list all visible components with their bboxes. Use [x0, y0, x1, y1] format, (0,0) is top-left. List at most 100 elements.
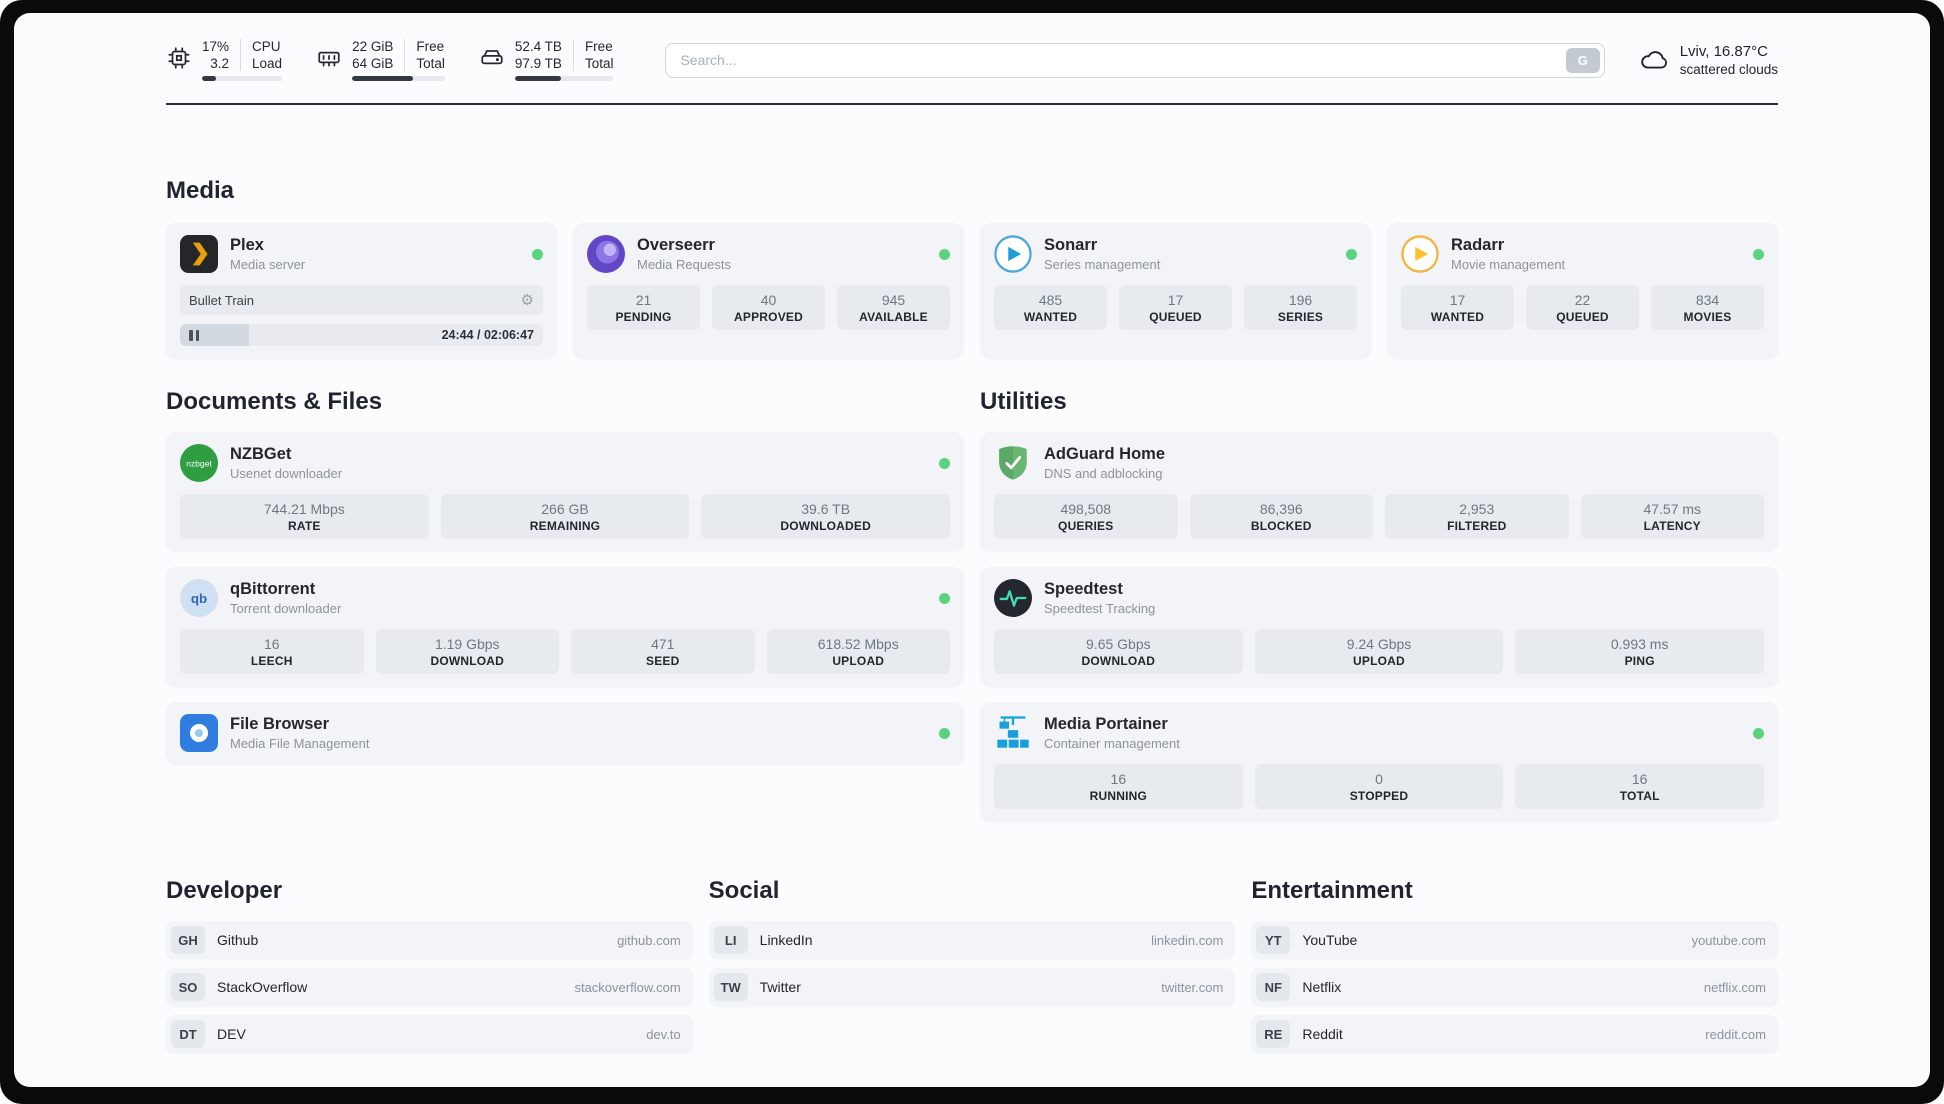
status-online-dot [939, 727, 950, 739]
radarr-icon [1401, 235, 1439, 273]
nzbget-icon: nzbget [180, 444, 218, 482]
stat-series: 196 SERIES [1244, 285, 1357, 330]
gear-icon[interactable]: ⚙ [520, 290, 534, 309]
status-online-dot [939, 457, 950, 469]
bookmark-github[interactable]: GH Github github.com [166, 921, 693, 959]
stat-queued: 17 QUEUED [1119, 285, 1232, 330]
cpu-label: CPU [252, 39, 281, 54]
bookmark-name: Netflix [1302, 979, 1342, 995]
svg-text:qb: qb [191, 591, 207, 606]
bookmark-stackoverflow[interactable]: SO StackOverflow stackoverflow.com [166, 968, 693, 1006]
status-online-dot [1346, 248, 1357, 260]
portainer-app-link[interactable]: Media Portainer Container management [994, 714, 1764, 752]
bookmark-linkedin[interactable]: LI LinkedIn linkedin.com [708, 921, 1236, 959]
app-name: Plex [230, 236, 264, 255]
stat-download: 1.19 Gbps DOWNLOAD [375, 629, 559, 674]
bookmark-domain: twitter.com [1161, 979, 1224, 995]
adguard-icon [994, 444, 1032, 482]
ram-progress-bar [352, 76, 445, 81]
bookmark-abbr: GH [171, 926, 205, 954]
bookmark-dev[interactable]: DT DEV dev.to [166, 1015, 693, 1053]
filebrowser-icon [180, 714, 218, 752]
section-title-utilities: Utilities [980, 388, 1067, 415]
app-name: Radarr [1451, 236, 1505, 255]
bookmark-abbr: SO [171, 973, 205, 1001]
cpu-chip-icon [166, 39, 192, 71]
plex-card: Plex Media server Bullet Train ⚙ 24:44 /… [166, 223, 557, 358]
utilities-column: Utilities AdGuard Home D [980, 388, 1778, 821]
disk-metric: 52.4 TB 97.9 TB Free Total [479, 39, 614, 81]
search-engine-button[interactable]: G [1565, 47, 1600, 73]
ram-total-label: Total [416, 56, 445, 71]
stat-rate: 744.21 Mbps RATE [180, 494, 429, 539]
speedtest-icon [994, 579, 1032, 617]
filebrowser-card: File Browser Media File Management [166, 702, 964, 764]
qbittorrent-app-link[interactable]: qb qBittorrent Torrent downloader [180, 579, 950, 617]
qbittorrent-card: qb qBittorrent Torrent downloader 16 LEE… [166, 567, 964, 686]
playback-progress-bar[interactable]: 24:44 / 02:06:47 [180, 324, 543, 346]
app-description: Torrent downloader [230, 600, 342, 616]
nzbget-app-link[interactable]: nzbget NZBGet Usenet downloader [180, 444, 950, 482]
bookmark-domain: dev.to [646, 1026, 681, 1042]
overseerr-app-link[interactable]: Overseerr Media Requests [587, 235, 950, 273]
bookmark-reddit[interactable]: RE Reddit reddit.com [1251, 1015, 1778, 1053]
bookmark-name: Github [217, 932, 259, 948]
bookmark-youtube[interactable]: YT YouTube youtube.com [1251, 921, 1778, 959]
app-name: Sonarr [1044, 236, 1098, 255]
cpu-progress-bar [202, 76, 283, 81]
bookmark-twitter[interactable]: TW Twitter twitter.com [708, 968, 1236, 1006]
app-description: Media File Management [230, 735, 370, 751]
sonarr-app-link[interactable]: Sonarr Series management [994, 235, 1357, 273]
bookmark-name: Reddit [1302, 1026, 1343, 1042]
bookmark-abbr: NF [1256, 973, 1291, 1001]
sonarr-icon [994, 235, 1032, 273]
social-bookmarks: Social LI LinkedIn linkedin.com TW Twitt… [708, 877, 1236, 1006]
top-bar: 17% 3.2 CPU Load [166, 39, 1778, 81]
stat-downloaded: 39.6 TB DOWNLOADED [701, 494, 950, 539]
search-input[interactable] [665, 42, 1605, 78]
bookmark-netflix[interactable]: NF Netflix netflix.com [1251, 968, 1778, 1006]
bookmark-domain: netflix.com [1703, 979, 1766, 995]
speedtest-app-link[interactable]: Speedtest Speedtest Tracking [994, 579, 1764, 617]
app-description: Usenet downloader [230, 465, 343, 481]
bookmark-abbr: RE [1256, 1020, 1291, 1048]
dashboard-page: 17% 3.2 CPU Load [14, 13, 1930, 1087]
bookmark-abbr: YT [1256, 926, 1291, 954]
weather-condition: scattered clouds [1679, 62, 1778, 77]
stat-remaining: 266 GB REMAINING [440, 494, 690, 539]
status-online-dot [1753, 248, 1764, 260]
entertainment-bookmarks: Entertainment YT YouTube youtube.com NF … [1251, 877, 1778, 1053]
svg-text:nzbget: nzbget [186, 458, 212, 468]
section-title-social: Social [708, 877, 780, 904]
disk-free-label: Free [584, 39, 613, 54]
stat-pending: 21 PENDING [587, 285, 700, 330]
search-bar: G [665, 42, 1605, 78]
app-name: Overseerr [637, 236, 715, 255]
status-online-dot [939, 248, 950, 260]
section-title-developer: Developer [166, 877, 283, 904]
cpu-metric: 17% 3.2 CPU Load [166, 39, 283, 81]
app-name: NZBGet [230, 445, 292, 464]
bookmark-domain: youtube.com [1691, 932, 1766, 948]
stat-approved: 40 APPROVED [712, 285, 825, 330]
bookmark-name: Twitter [759, 979, 801, 995]
stat-blocked: 86,396 BLOCKED [1189, 494, 1373, 539]
app-name: Speedtest [1044, 580, 1123, 599]
pause-icon[interactable] [189, 329, 199, 341]
plex-app-link[interactable]: Plex Media server [180, 235, 543, 273]
overseerr-icon [587, 235, 625, 273]
radarr-app-link[interactable]: Radarr Movie management [1401, 235, 1764, 273]
stat-ping: 0.993 ms PING [1515, 629, 1764, 674]
documents-column: Documents & Files nzbget NZBGet Usenet d… [166, 388, 964, 821]
nzbget-card: nzbget NZBGet Usenet downloader 744.21 M… [166, 432, 964, 551]
stat-seed: 471 SEED [571, 629, 755, 674]
header-divider [166, 103, 1778, 105]
filebrowser-app-link[interactable]: File Browser Media File Management [180, 714, 950, 752]
app-description: Speedtest Tracking [1044, 600, 1156, 616]
disk-total-value: 97.9 TB [514, 56, 562, 71]
bookmark-domain: github.com [617, 932, 681, 948]
ram-metric: 22 GiB 64 GiB Free Total [316, 39, 445, 81]
adguard-app-link[interactable]: AdGuard Home DNS and adblocking [994, 444, 1764, 482]
adguard-card: AdGuard Home DNS and adblocking 498,508 … [980, 432, 1778, 551]
